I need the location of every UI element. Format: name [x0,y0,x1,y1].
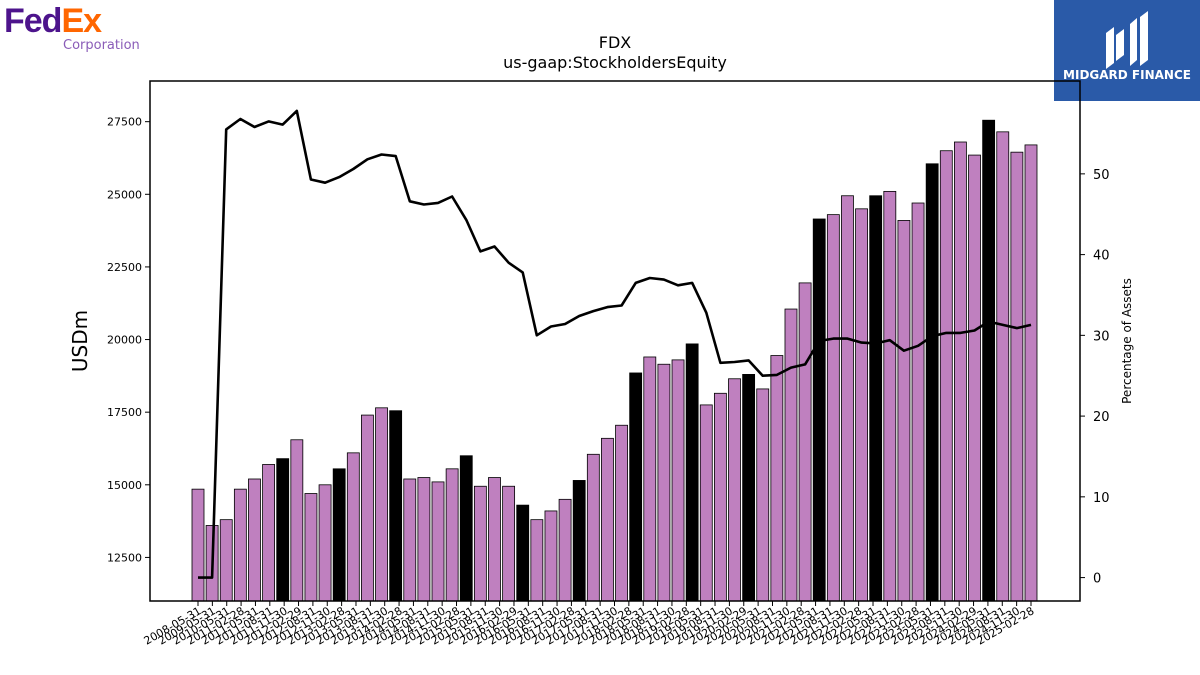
bar-31 [629,372,643,602]
y2-tick-label: 10 [1093,491,1110,506]
bar-42 [784,308,798,602]
bar-27 [572,480,586,602]
bar-14 [389,410,403,602]
bar-2 [219,519,233,602]
bar-13 [375,407,388,602]
y-axis-right: 0 10 20 30 40 50 [1080,168,1110,587]
bar-6 [276,458,290,602]
bar-46 [841,195,854,602]
bar-56 [982,119,996,602]
bar-47 [855,208,868,602]
bar-7 [290,439,304,602]
y-axis-label: USDm [68,310,92,372]
bar-10 [332,468,346,602]
chart-title: FDX [599,33,632,52]
bar-23 [516,504,530,602]
bar-28 [586,453,600,602]
bar-25 [544,510,558,602]
y-tick-label: 20000 [107,334,142,347]
y-tick-label: 12500 [107,551,142,564]
bar-49 [883,190,897,602]
y2-axis-label: Percentage of Assets [1120,278,1134,404]
bar-45 [826,214,840,602]
bar-57 [996,131,1010,602]
percentage-line [198,109,1032,579]
bar-53 [939,150,953,602]
bar-29 [601,437,614,602]
bar-54 [954,141,967,602]
bar-4 [248,478,261,602]
bar-26 [558,498,572,602]
bar-9 [318,484,332,602]
bar-series [191,119,1038,602]
fedex-logo: FedEx Corporation [4,2,144,56]
y-tick-label: 15000 [107,479,142,492]
y-tick-label: 17500 [107,406,142,419]
bar-35 [685,343,699,602]
y2-tick-label: 0 [1093,572,1101,587]
bar-22 [502,485,516,602]
bar-55 [968,154,981,602]
bar-43 [798,282,812,602]
bar-12 [361,414,374,602]
chart-subtitle: us-gaap:StockholdersEquity [503,53,727,72]
midgard-finance-badge: MIDGARD FINANCE [1054,0,1200,101]
bar-52 [925,163,939,602]
bar-59 [1024,144,1038,602]
y-tick-label: 22500 [107,261,142,274]
logo-subtitle: Corporation [63,38,140,53]
bar-32 [643,356,657,602]
bar-33 [657,363,671,602]
y2-tick-label: 50 [1093,168,1110,183]
x-axis: 2008-05-312009-05-312010-05-312011-02-28… [142,601,1037,648]
bar-41 [770,355,784,602]
bar-8 [304,493,318,602]
logo-word-fed: Fed [4,2,62,40]
bar-5 [262,464,275,602]
bar-15 [403,478,417,602]
logo-wordmark: FedEx [4,2,102,40]
bar-0 [191,488,205,602]
bar-19 [459,455,473,602]
bar-30 [615,424,628,602]
y2-tick-label: 20 [1093,410,1110,425]
y-tick-label: 25000 [107,188,142,201]
y2-tick-label: 30 [1093,329,1110,344]
watermark-name: MIDGARD FINANCE [1063,68,1191,82]
y-tick-label: 27500 [107,116,142,129]
midgard-m-icon [1106,11,1148,69]
bar-44 [812,218,826,602]
y-axis-left: 12500 15000 17500 20000 22500 25000 27500 [107,116,150,564]
bar-40 [756,388,770,602]
bar-58 [1010,151,1024,602]
logo-word-ex: Ex [61,2,102,40]
bar-18 [445,468,459,602]
bar-20 [473,485,487,602]
bar-24 [530,519,544,602]
bar-38 [728,378,741,602]
bar-34 [671,359,685,602]
bar-21 [488,477,501,602]
bar-39 [742,374,756,602]
bar-48 [869,195,883,602]
bar-17 [431,481,445,602]
bar-36 [699,404,713,602]
bar-37 [713,392,727,602]
bar-3 [233,488,247,602]
bar-11 [346,452,360,602]
bar-16 [417,477,431,602]
bar-50 [897,220,911,602]
bar-51 [911,202,925,602]
y2-tick-label: 40 [1093,249,1110,264]
